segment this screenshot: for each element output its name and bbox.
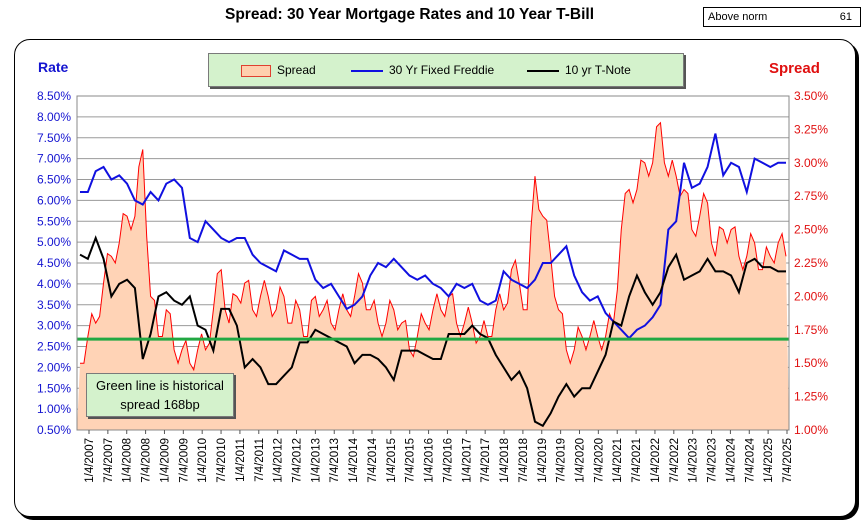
y-tick-right: 2.75% — [794, 189, 828, 203]
x-tick-label: 7/4/2018 — [518, 438, 530, 483]
x-tick-label: 1/4/2007 — [84, 438, 96, 483]
right-axis-title: Spread — [769, 60, 820, 77]
x-axis: 1/4/2007 7/4/2007 1/4/2008 7/4/2008 1/4/2009… — [84, 430, 794, 483]
x-tick-label: 1/4/2025 — [763, 438, 775, 483]
y-tick-left: 2.00% — [37, 360, 71, 374]
y-tick-left: 5.00% — [37, 235, 71, 249]
x-tick-label: 7/4/2021 — [631, 438, 643, 483]
x-tick-label: 1/4/2010 — [197, 438, 209, 483]
x-tick-label: 7/4/2013 — [329, 438, 341, 483]
y-tick-right: 1.25% — [794, 390, 828, 404]
y-tick-right: 3.50% — [794, 89, 828, 103]
y-tick-left: 7.50% — [37, 131, 71, 145]
y-tick-left: 6.00% — [37, 193, 71, 207]
legend-label-tnote: 10 yr T-Note — [565, 63, 631, 77]
left-axis: 8.50% 8.00% 7.50% 7.00% 6.50% 6.00% 5.50% 5.00%… — [37, 89, 71, 437]
y-tick-left: 1.50% — [37, 381, 71, 395]
y-tick-left: 3.50% — [37, 298, 71, 312]
y-tick-left: 2.50% — [37, 340, 71, 354]
mortgage-swatch-icon — [351, 69, 383, 72]
x-tick-label: 7/4/2023 — [707, 438, 719, 483]
x-tick-label: 7/4/2020 — [593, 438, 605, 483]
note-line-1: Green line is historical — [96, 378, 224, 393]
above-norm-box: Above norm 61 — [703, 7, 861, 27]
x-tick-label: 7/4/2025 — [782, 438, 794, 483]
x-tick-label: 1/4/2019 — [537, 438, 549, 483]
y-tick-left: 8.00% — [37, 110, 71, 124]
y-tick-left: 4.00% — [37, 277, 71, 291]
legend-label-spread: Spread — [277, 63, 316, 77]
y-tick-right: 2.50% — [794, 223, 828, 237]
x-tick-label: 7/4/2012 — [292, 438, 304, 483]
x-tick-label: 1/4/2018 — [499, 438, 511, 483]
x-tick-label: 7/4/2009 — [178, 438, 190, 483]
y-tick-left: 7.00% — [37, 152, 71, 166]
y-tick-right: 1.00% — [794, 423, 828, 437]
x-tick-label: 1/4/2024 — [725, 437, 737, 482]
y-tick-left: 0.50% — [37, 423, 71, 437]
x-tick-label: 1/4/2015 — [386, 438, 398, 483]
y-tick-left: 8.50% — [37, 89, 71, 103]
x-tick-label: 1/4/2008 — [122, 438, 134, 483]
y-tick-right: 1.75% — [794, 323, 828, 337]
legend-item-mortgage: 30 Yr Fixed Freddie — [351, 63, 494, 77]
y-tick-right: 3.00% — [794, 156, 828, 170]
y-tick-right: 3.25% — [794, 122, 828, 136]
x-tick-label: 7/4/2019 — [556, 438, 568, 483]
spread-area — [77, 122, 789, 430]
y-tick-left: 6.50% — [37, 173, 71, 187]
x-tick-label: 1/4/2017 — [461, 438, 473, 483]
spread-line — [80, 121, 787, 372]
legend-label-mortgage: 30 Yr Fixed Freddie — [389, 63, 495, 77]
x-tick-label: 7/4/2017 — [480, 438, 492, 483]
legend-item-spread: Spread — [241, 63, 316, 77]
legend: Spread 30 Yr Fixed Freddie 10 yr T-Note — [208, 53, 684, 87]
left-axis-title: Rate — [38, 59, 69, 75]
plot-frame — [76, 95, 790, 431]
legend-item-tnote: 10 yr T-Note — [527, 63, 631, 77]
tnote-swatch-icon — [527, 69, 559, 72]
y-tick-right: 1.50% — [794, 356, 828, 370]
x-tick-label: 7/4/2014 — [367, 437, 379, 482]
x-tick-label: 7/4/2024 — [744, 437, 756, 482]
y-tick-left: 1.00% — [37, 402, 71, 416]
x-tick-label: 1/4/2013 — [310, 438, 322, 483]
above-norm-value: 61 — [839, 11, 852, 23]
x-tick-label: 7/4/2015 — [405, 438, 417, 483]
right-axis: 3.50% 3.25% 3.00% 2.75% 2.50% 2.25% 2.00% 1.75%… — [794, 89, 828, 437]
page-title: Spread: 30 Year Mortgage Rates and 10 Ye… — [225, 6, 595, 23]
x-tick-label: 7/4/2016 — [442, 438, 454, 483]
x-tick-label: 1/4/2011 — [235, 438, 247, 482]
x-tick-label: 7/4/2011 — [254, 438, 266, 482]
note-line-2: spread 168bp — [120, 397, 200, 412]
historical-note: Green line is historical spread 168bp — [86, 373, 234, 417]
y-tick-left: 4.50% — [37, 256, 71, 270]
y-tick-left: 5.50% — [37, 214, 71, 228]
mortgage-line — [80, 133, 786, 340]
x-tick-label: 7/4/2022 — [669, 438, 681, 483]
x-tick-label: 1/4/2023 — [688, 438, 700, 483]
above-norm-label: Above norm — [708, 11, 768, 23]
tnote-line — [79, 235, 786, 428]
x-tick-label: 1/4/2012 — [273, 438, 285, 483]
x-tick-label: 7/4/2007 — [103, 438, 115, 483]
x-tick-label: 7/4/2008 — [141, 438, 153, 483]
spread-swatch-icon — [241, 64, 271, 77]
x-tick-label: 1/4/2021 — [612, 438, 624, 483]
x-tick-label: 1/4/2009 — [159, 438, 171, 483]
y-tick-right: 2.25% — [794, 256, 828, 270]
y-tick-right: 2.00% — [794, 289, 828, 303]
x-tick-label: 1/4/2014 — [348, 437, 360, 482]
x-tick-label: 1/4/2020 — [574, 438, 586, 483]
x-tick-label: 1/4/2022 — [650, 438, 662, 483]
x-tick-label: 1/4/2016 — [424, 438, 436, 483]
y-tick-left: 3.00% — [37, 319, 71, 333]
x-tick-label: 7/4/2010 — [216, 438, 228, 483]
